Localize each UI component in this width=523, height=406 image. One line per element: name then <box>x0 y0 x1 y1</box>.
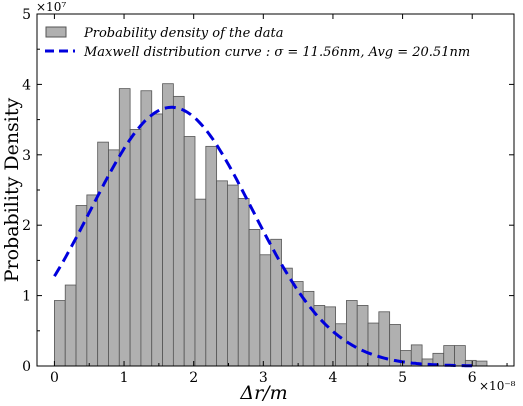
histogram-bar <box>248 229 261 367</box>
histogram-bar <box>216 180 228 367</box>
legend-label-histogram: Probability density of the data <box>83 26 284 41</box>
axis-ticks: 0 1 2 3 4 5 6 0 1 2 3 4 5 <box>22 7 514 386</box>
histogram-bar <box>140 90 153 367</box>
histogram-bar <box>454 345 466 367</box>
y-tick-label: 3 <box>22 148 31 164</box>
y-tick-label: 5 <box>22 7 31 23</box>
histogram-bar <box>356 305 369 367</box>
x-axis-title: Δr/m <box>239 382 287 404</box>
histogram-bar <box>270 238 282 367</box>
histogram-bar <box>367 322 380 367</box>
histogram-bar <box>97 141 109 367</box>
y-multiplier-label: ×10⁷ <box>36 0 66 14</box>
histogram-bars <box>54 83 488 367</box>
x-tick-label: 3 <box>259 370 268 386</box>
histogram-bar <box>237 198 250 367</box>
y-tick-label: 4 <box>22 77 31 93</box>
histogram-bar <box>108 149 120 367</box>
histogram-bar <box>162 83 174 367</box>
histogram-bar <box>118 88 131 367</box>
x-tick-label: 1 <box>120 370 129 386</box>
histogram-bar <box>183 136 196 367</box>
histogram-bar <box>64 284 77 367</box>
histogram-bar <box>335 323 347 367</box>
x-multiplier-label: ×10⁻⁸ <box>479 379 516 393</box>
histogram-bar <box>172 95 185 367</box>
histogram-bar <box>475 360 488 367</box>
histogram-bar <box>227 184 239 367</box>
y-tick-label: 1 <box>22 289 31 305</box>
legend: Probability density of the data Maxwell … <box>45 26 470 60</box>
x-tick-label: 6 <box>468 370 477 386</box>
histogram-bar <box>345 300 358 367</box>
histogram-bar <box>205 145 218 367</box>
histogram-bar <box>86 194 99 367</box>
x-tick-label: 5 <box>398 370 407 386</box>
histogram-bar <box>281 267 293 367</box>
histogram-bar <box>324 306 336 367</box>
x-tick-label: 2 <box>189 370 198 386</box>
histogram-bar <box>129 129 142 367</box>
histogram-bar <box>259 254 272 367</box>
x-tick-label: 0 <box>50 370 59 386</box>
histogram-bar <box>194 198 207 367</box>
y-tick-label: 2 <box>22 218 31 234</box>
y-tick-label: 0 <box>22 359 31 375</box>
legend-bar-swatch <box>45 26 67 38</box>
x-tick-label: 4 <box>328 370 337 386</box>
legend-label-curve: Maxwell distribution curve : σ = 11.56nm… <box>83 45 470 60</box>
histogram-bar <box>443 345 455 367</box>
y-axis-title: Probability Density <box>1 97 23 282</box>
histogram-bar <box>54 300 66 367</box>
histogram-bar <box>151 113 163 367</box>
